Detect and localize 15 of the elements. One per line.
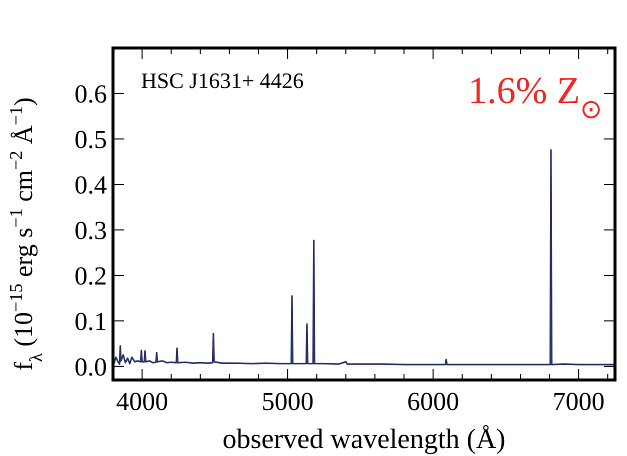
x-axis-title: observed wavelength (Å) xyxy=(222,424,506,455)
y-tick-label: 0.3 xyxy=(74,216,107,246)
y-tick-label: 0.5 xyxy=(74,125,107,154)
annotation: HSC J1631+ 4426 xyxy=(141,68,304,93)
y-tick-label: 0.0 xyxy=(74,352,107,382)
y-tick-label: 0.4 xyxy=(74,170,107,200)
y-tick-label: 0.6 xyxy=(74,80,107,109)
x-tick-label: 7000 xyxy=(552,387,605,416)
x-tick-label: 5000 xyxy=(262,387,314,416)
y-tick-label: 0.1 xyxy=(74,306,107,336)
line-series xyxy=(113,149,614,366)
y-tick-label: 0.2 xyxy=(74,261,107,290)
annotation: 1.6% Z$_{⊙}$ xyxy=(468,70,603,124)
x-tick-label: 6000 xyxy=(407,387,460,416)
x-tick-label: 4000 xyxy=(116,387,168,416)
